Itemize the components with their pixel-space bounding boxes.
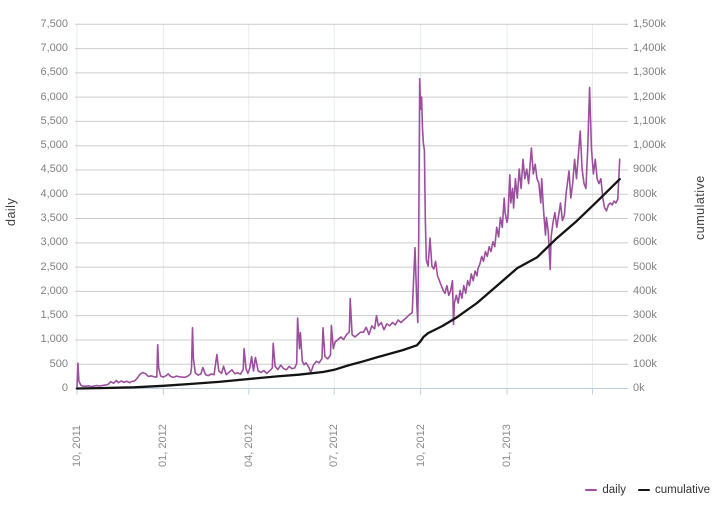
right-axis-title: cumulative <box>693 175 707 240</box>
y-left-tick-label: 1,000 <box>40 333 68 346</box>
x-tick-label: 01, 2012 <box>157 424 170 467</box>
y-left-tick-label: 6,500 <box>40 66 68 79</box>
y-left-tick-label: 0 <box>61 382 68 394</box>
x-tick-label: 01, 2013 <box>501 424 513 467</box>
y-left-tick-label: 500 <box>49 357 68 370</box>
y-right-tick-label: 0k <box>633 382 645 394</box>
y-left-tick-label: 5,000 <box>40 139 68 152</box>
cumulative-series-line <box>75 178 621 390</box>
legend: daily cumulative <box>585 484 710 496</box>
y-right-tick-label: 200k <box>633 333 657 346</box>
y-right-tick-label: 1,400k <box>633 42 667 55</box>
y-right-tick-label: 300k <box>633 309 657 322</box>
y-left-tick-label: 4,000 <box>40 187 68 200</box>
y-left-tick-label: 3,500 <box>40 212 68 225</box>
daily-series-line <box>76 77 621 388</box>
y-right-tick-label: 1,500k <box>633 17 667 30</box>
x-tick-label: 04, 2012 <box>242 424 255 467</box>
y-right-tick-label: 800k <box>633 187 657 200</box>
left-axis-title: daily <box>4 197 18 226</box>
y-left-tick-label: 7,500 <box>40 17 68 30</box>
y-right-tick-label: 400k <box>633 284 657 297</box>
y-left-tick-label: 4,500 <box>40 163 68 176</box>
y-left-tick-label: 1,500 <box>40 309 68 322</box>
y-right-tick-label: 1,200k <box>633 90 667 103</box>
y-left-tick-label: 6,000 <box>40 90 68 103</box>
y-right-tick-label: 700k <box>633 212 657 225</box>
y-right-tick-label: 1,000k <box>633 139 667 152</box>
legend-label-daily: daily <box>602 484 627 496</box>
cumulative-series-swatch <box>638 488 651 492</box>
legend-item-cumulative[interactable]: cumulative <box>638 484 710 496</box>
daily-series-swatch <box>585 489 598 491</box>
y-left-tick-label: 2,500 <box>40 260 68 273</box>
y-left-tick-label: 5,500 <box>40 114 68 127</box>
x-tick-label: 07, 2012 <box>328 424 341 467</box>
x-tick-label: 10, 2012 <box>414 424 427 467</box>
y-left-tick-label: 3,000 <box>40 236 68 249</box>
y-right-tick-label: 500k <box>633 260 657 273</box>
y-right-tick-label: 1,100k <box>633 114 667 127</box>
y-left-tick-label: 2,000 <box>40 284 68 297</box>
y-right-tick-label: 600k <box>633 236 657 249</box>
legend-item-daily[interactable]: daily <box>585 484 626 496</box>
x-tick-label: 10, 2011 <box>71 424 83 467</box>
y-right-tick-label: 100k <box>633 357 657 370</box>
legend-label-cumulative: cumulative <box>655 484 710 496</box>
y-left-tick-label: 7,000 <box>40 42 68 55</box>
y-right-tick-label: 900k <box>633 163 657 176</box>
y-right-tick-label: 1,300k <box>633 66 667 79</box>
